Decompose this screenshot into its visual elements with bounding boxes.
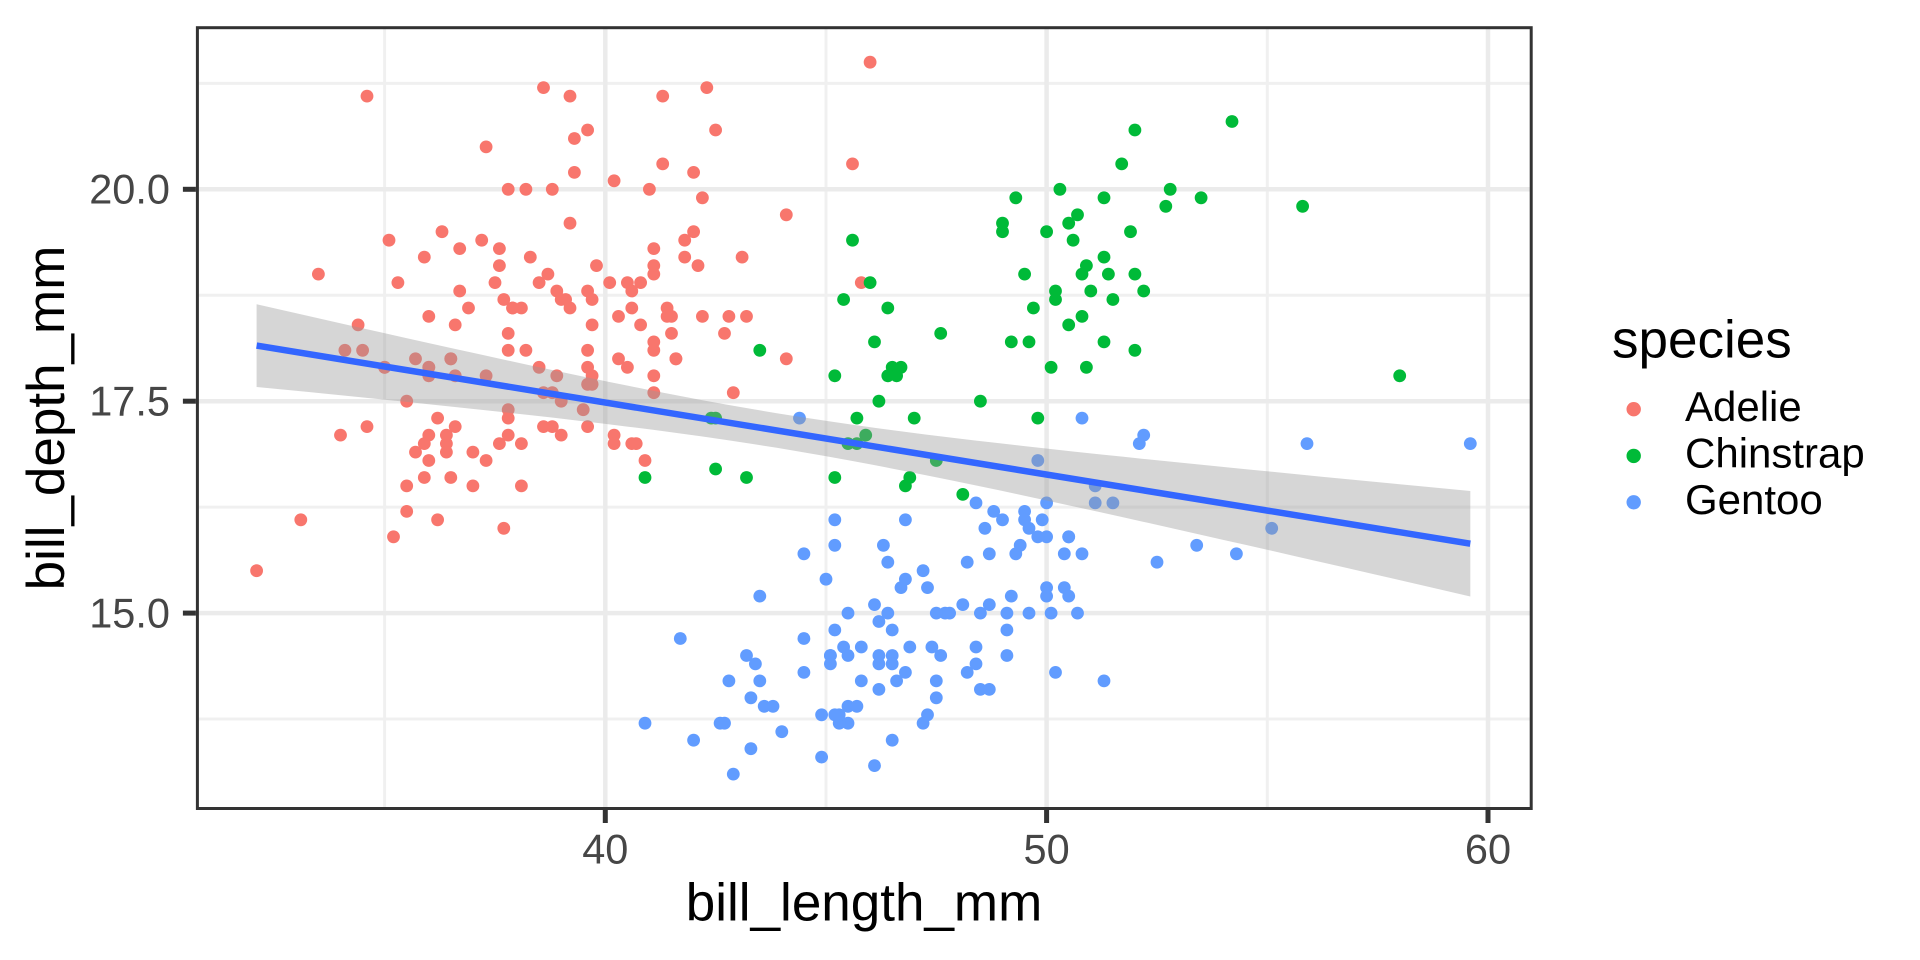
svg-text:Gentoo: Gentoo	[1685, 476, 1823, 523]
svg-text:Adelie: Adelie	[1685, 383, 1802, 430]
svg-text:20.0: 20.0	[89, 166, 170, 213]
svg-text:60: 60	[1465, 826, 1511, 873]
svg-text:50: 50	[1024, 826, 1070, 873]
svg-text:40: 40	[582, 826, 628, 873]
svg-text:15.0: 15.0	[89, 589, 170, 636]
svg-text:Chinstrap: Chinstrap	[1685, 430, 1865, 477]
svg-text:17.5: 17.5	[89, 378, 170, 425]
svg-text:bill_depth_mm: bill_depth_mm	[17, 246, 76, 591]
svg-text:bill_length_mm: bill_length_mm	[686, 874, 1042, 933]
svg-text:species: species	[1612, 311, 1792, 370]
